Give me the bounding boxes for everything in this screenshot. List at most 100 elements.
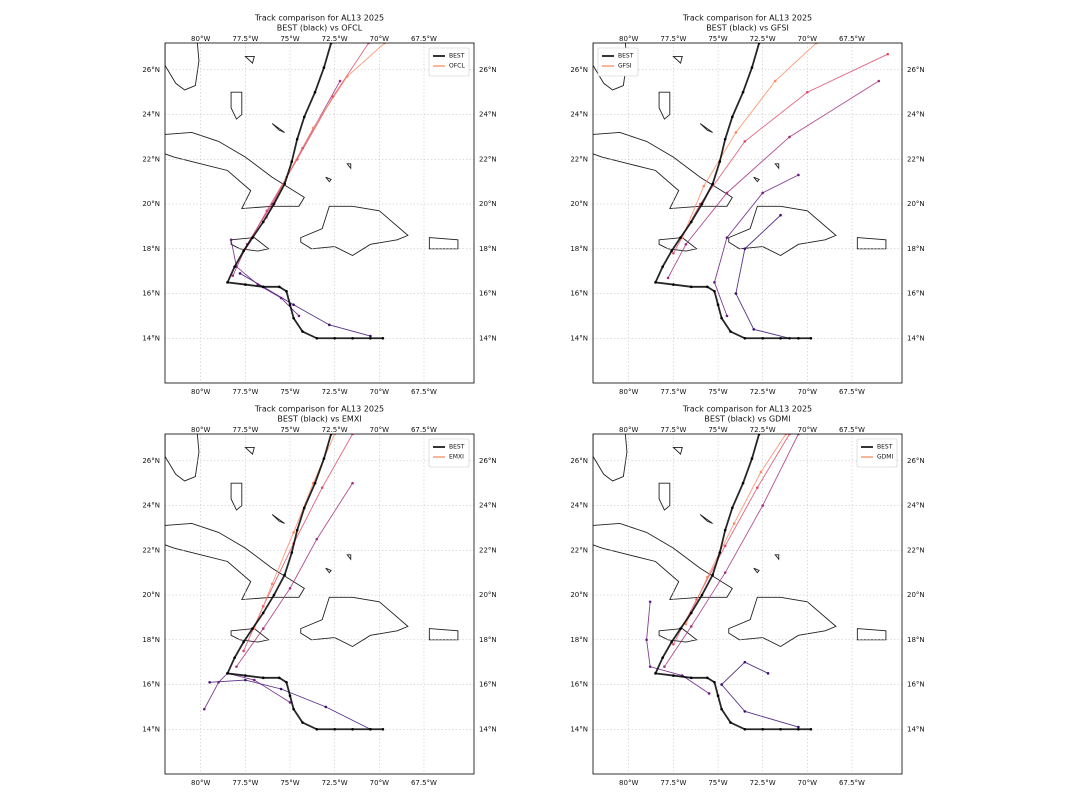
- track-point: [313, 90, 317, 94]
- y-tick-label: 18°N: [907, 636, 925, 644]
- track-point: [261, 676, 265, 680]
- y-tick-label: 26°N: [142, 66, 160, 74]
- track-point: [706, 676, 709, 680]
- coastline: [728, 205, 837, 257]
- x-tick-label: 75°W: [280, 426, 299, 434]
- y-tick-label: 14°N: [570, 334, 588, 342]
- y-tick-label: 26°N: [907, 457, 925, 465]
- x-tick-label: 72.5°W: [750, 388, 776, 396]
- coastline: [856, 628, 887, 641]
- track-point: [773, 79, 777, 83]
- x-tick-label: 67.5°W: [411, 779, 437, 787]
- plot-area: [593, 43, 902, 383]
- x-tick-label: 80°W: [191, 779, 210, 787]
- x-tick-label: 77.5°W: [232, 779, 258, 787]
- track-point: [381, 727, 385, 731]
- legend-label: OFCL: [449, 63, 465, 70]
- track-point: [311, 126, 315, 130]
- track-point: [261, 285, 265, 289]
- track-point: [333, 336, 336, 340]
- x-tick-label: 67.5°W: [839, 388, 865, 396]
- track-point: [226, 281, 229, 284]
- x-tick-label: 80°W: [619, 426, 638, 434]
- track-point: [672, 283, 675, 286]
- track-point: [292, 707, 295, 711]
- track-point: [684, 243, 688, 246]
- track-point: [723, 137, 727, 141]
- track-point: [244, 678, 247, 682]
- track-point: [723, 528, 727, 532]
- track-point: [315, 727, 319, 731]
- y-tick-label: 22°N: [570, 546, 588, 554]
- y-tick-label: 22°N: [907, 546, 925, 554]
- y-tick-label: 20°N: [479, 591, 497, 599]
- track-point: [328, 323, 331, 327]
- track-point: [235, 665, 238, 668]
- x-tick-label: 77.5°W: [660, 35, 686, 43]
- track-point: [295, 137, 299, 141]
- track-point: [759, 470, 763, 474]
- track-point: [301, 721, 304, 724]
- y-tick-label: 22°N: [479, 546, 497, 554]
- track-point: [806, 90, 809, 94]
- coastline: [346, 163, 352, 170]
- y-tick-label: 18°N: [479, 636, 497, 644]
- x-tick-label: 70°W: [798, 388, 817, 396]
- track-point: [672, 674, 675, 677]
- track-point: [285, 680, 288, 684]
- track-point: [217, 680, 220, 684]
- track-point: [718, 551, 722, 554]
- track-point: [723, 544, 727, 548]
- track-point: [732, 522, 736, 525]
- x-tick-label: 67.5°W: [411, 388, 437, 396]
- x-tick-label: 70°W: [798, 426, 817, 434]
- track-point: [731, 115, 734, 119]
- track-point: [706, 285, 709, 289]
- track-point: [265, 209, 269, 213]
- track-point: [333, 727, 336, 731]
- x-tick-label: 75°W: [708, 35, 727, 43]
- track-line: [672, 53, 888, 254]
- track-point: [303, 115, 306, 119]
- track-point: [244, 283, 247, 286]
- track-point: [233, 656, 236, 659]
- coastline: [593, 43, 628, 91]
- track-point: [292, 303, 295, 307]
- x-tick-label: 67.5°W: [411, 35, 437, 43]
- track-point: [290, 551, 294, 554]
- chart-subtitle: BEST (black) vs GDMI: [704, 415, 790, 424]
- y-tick-label: 20°N: [479, 200, 497, 208]
- plot-area: [165, 434, 474, 774]
- track-line: [713, 174, 799, 317]
- coastline: [699, 514, 713, 524]
- legend-label: BEST: [618, 53, 634, 60]
- x-tick-label: 70°W: [798, 779, 817, 787]
- track-point: [706, 575, 709, 579]
- track-line: [681, 43, 817, 238]
- y-tick-label: 24°N: [142, 502, 160, 510]
- coastline: [593, 132, 733, 210]
- legend-label: GFSI: [618, 63, 632, 70]
- coastline: [244, 446, 255, 455]
- track-point: [288, 587, 292, 590]
- track-point: [729, 721, 732, 724]
- track-point: [369, 727, 372, 731]
- track-point: [756, 486, 759, 489]
- track-point: [648, 600, 652, 604]
- y-tick-label: 26°N: [907, 66, 925, 74]
- track-point: [672, 642, 675, 646]
- y-tick-label: 14°N: [907, 334, 925, 342]
- y-tick-label: 18°N: [142, 636, 160, 644]
- x-tick-label: 75°W: [280, 388, 299, 396]
- x-tick-label: 75°W: [280, 779, 299, 787]
- track-point: [303, 506, 306, 510]
- y-tick-label: 24°N: [907, 111, 925, 119]
- track-point: [713, 281, 716, 284]
- y-tick-label: 16°N: [907, 290, 925, 298]
- track-point: [242, 249, 245, 253]
- coastline: [658, 482, 671, 511]
- y-tick-label: 16°N: [907, 681, 925, 689]
- track-point: [381, 336, 385, 340]
- x-tick-label: 75°W: [708, 388, 727, 396]
- track-point: [285, 289, 288, 293]
